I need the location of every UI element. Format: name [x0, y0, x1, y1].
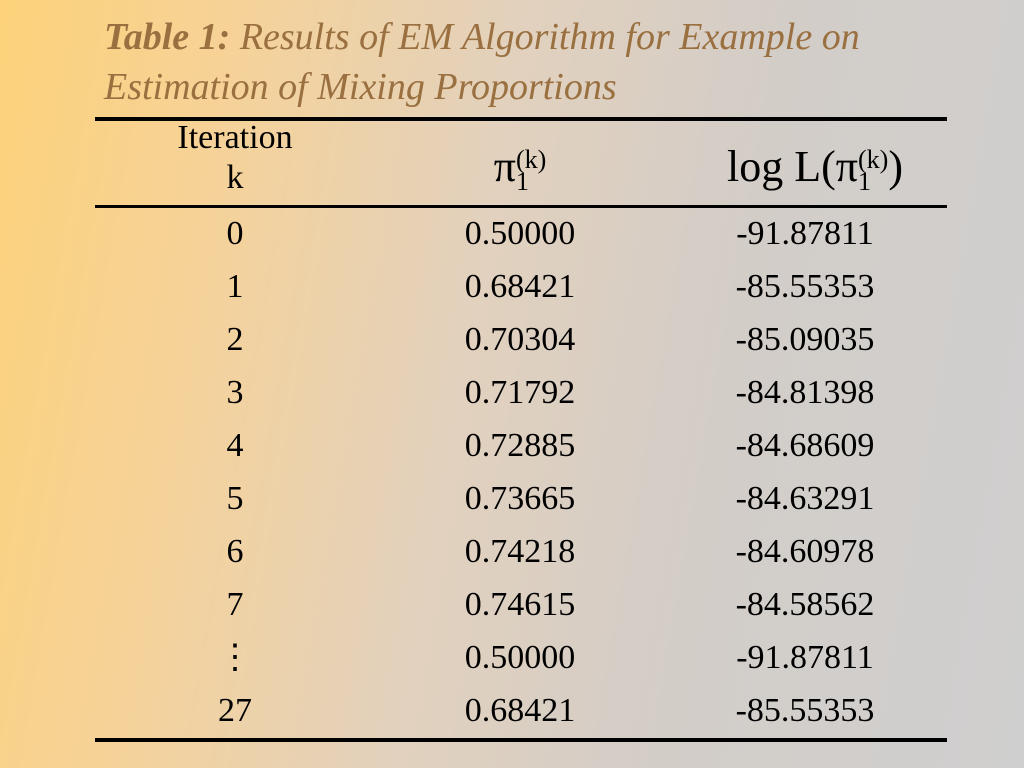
- bottom-rule: [95, 738, 947, 742]
- loglikelihood-cell: -84.58562: [735, 586, 875, 623]
- table-number: Table 1:: [104, 16, 231, 58]
- table-row: 6 0.74218 -84.60978: [95, 525, 947, 578]
- table-row: 5 0.73665 -84.63291: [95, 472, 947, 525]
- header-logl-subscript: 1: [858, 166, 871, 196]
- iteration-cell: 5: [226, 480, 244, 517]
- loglikelihood-cell: -84.68609: [735, 427, 875, 464]
- loglikelihood-cell: -85.55353: [735, 268, 875, 305]
- header-logl-suffix: ): [888, 142, 903, 191]
- header-iteration-k: k: [226, 159, 244, 196]
- table-row: 3 0.71792 -84.81398: [95, 366, 947, 419]
- header-rule: [95, 205, 947, 208]
- pi-cell: 0.68421: [464, 692, 576, 729]
- pi-cell: 0.68421: [464, 268, 576, 305]
- loglikelihood-cell: -84.81398: [735, 374, 875, 411]
- pi-cell: 0.50000: [464, 639, 576, 676]
- table-row: 1 0.68421 -85.55353: [95, 260, 947, 313]
- loglikelihood-cell: -84.60978: [735, 533, 875, 570]
- table-row: 0 0.50000 -91.87811: [95, 207, 947, 260]
- iteration-cell: 6: [226, 533, 244, 570]
- iteration-cell: 0: [226, 215, 244, 252]
- table-caption: Table 1: Results of EM Algorithm for Exa…: [104, 12, 1004, 112]
- loglikelihood-cell: -91.87811: [736, 639, 874, 676]
- header-iteration-label: Iteration: [177, 119, 293, 156]
- pi-cell: 0.50000: [464, 215, 576, 252]
- table-row: 27 0.68421 -85.55353: [95, 684, 947, 737]
- iteration-cell: 1: [226, 268, 244, 305]
- pi-cell: 0.70304: [464, 321, 576, 358]
- iteration-cell: ⋮: [218, 639, 252, 676]
- table-row: 2 0.70304 -85.09035: [95, 313, 947, 366]
- iteration-cell: 4: [226, 427, 244, 464]
- loglikelihood-cell: -84.63291: [735, 480, 875, 517]
- table-row: 7 0.74615 -84.58562: [95, 578, 947, 631]
- iteration-cell: 7: [226, 586, 244, 623]
- header-loglikelihood: log L(π (k) 1): [680, 142, 950, 196]
- header-pi: π (k) 1: [460, 142, 580, 196]
- iteration-cell: 2: [226, 321, 244, 358]
- table-row: ⋮ 0.50000 -91.87811: [95, 631, 947, 684]
- header-pi-symbol: π: [493, 142, 516, 191]
- top-rule: [95, 117, 947, 121]
- pi-cell: 0.74615: [464, 586, 576, 623]
- loglikelihood-cell: -91.87811: [736, 215, 874, 252]
- pi-cell: 0.74218: [464, 533, 576, 570]
- header-logl-pi: π: [835, 142, 858, 191]
- header-logl-prefix: log L(: [727, 142, 836, 191]
- header-iteration: Iteration k: [150, 118, 320, 198]
- iteration-cell: 27: [218, 692, 252, 729]
- iteration-cell: 3: [226, 374, 244, 411]
- pi-cell: 0.73665: [464, 480, 576, 517]
- loglikelihood-cell: -85.09035: [735, 321, 875, 358]
- header-logl-superscript: (k): [858, 144, 889, 174]
- table-row: 4 0.72885 -84.68609: [95, 419, 947, 472]
- table-title-text: Results of EM Algorithm for Example on E…: [104, 16, 860, 108]
- pi-cell: 0.72885: [464, 427, 576, 464]
- header-pi-superscript: (k): [515, 144, 547, 174]
- header-pi-subscript: 1: [515, 166, 529, 196]
- loglikelihood-cell: -85.55353: [735, 692, 875, 729]
- pi-cell: 0.71792: [464, 374, 576, 411]
